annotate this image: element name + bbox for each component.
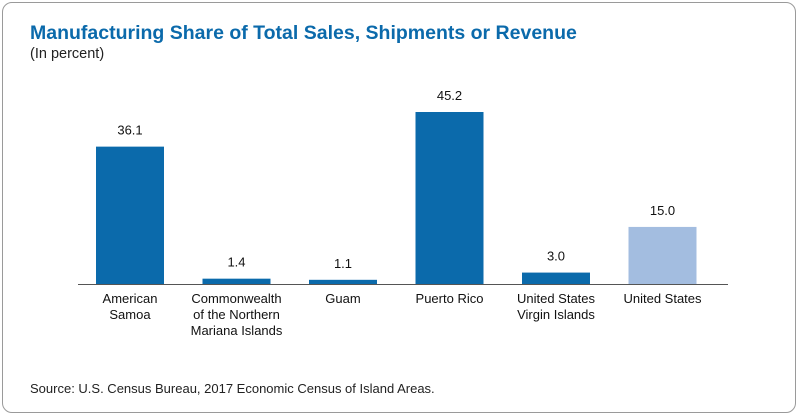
category-label: Commonwealth of the Northern Mariana Isl… — [190, 291, 283, 338]
chart-subtitle: (In percent) — [30, 46, 105, 62]
bar-value-label: 15.0 — [650, 203, 675, 218]
bar — [202, 278, 271, 284]
chart-title: Manufacturing Share of Total Sales, Ship… — [30, 22, 577, 44]
category-label: American Samoa — [102, 291, 158, 322]
bar-value-label: 1.4 — [227, 255, 245, 270]
bar — [415, 112, 484, 284]
category-label: Guam — [325, 291, 361, 306]
bar — [96, 146, 164, 284]
bar-value-label: 36.1 — [117, 123, 142, 138]
bar — [628, 226, 697, 284]
source-note: Source: U.S. Census Bureau, 2017 Economi… — [30, 381, 435, 396]
category-label: United States Virgin Islands — [516, 291, 596, 322]
bar-value-label: 3.0 — [547, 249, 565, 264]
bar-value-label: 1.1 — [334, 256, 352, 271]
bar — [522, 272, 590, 284]
chart-frame — [2, 2, 796, 413]
category-label: United States — [623, 291, 702, 306]
bar — [309, 279, 377, 284]
category-label: Puerto Rico — [415, 291, 484, 306]
bar-value-label: 45.2 — [437, 88, 462, 103]
